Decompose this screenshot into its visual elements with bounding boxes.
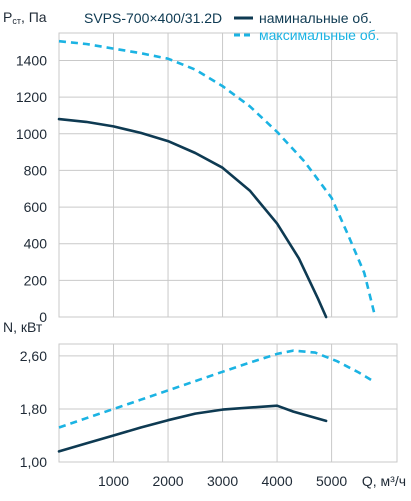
power-y-tick-label: 2,60 [20, 348, 47, 364]
pressure-plot-frame [58, 32, 398, 318]
legend-label-maximum: максимальные об. [259, 27, 380, 43]
power-y-tick-label: 1,00 [20, 454, 47, 470]
pressure-plot: 0 200 400 600 800 1000 1200 1400 Pст, Па SVPS-7… [3, 9, 398, 325]
power-plot: N, кВт 1,00 1,80 2,60 1000 2000 3000 4000 5000… [3, 319, 406, 489]
pressure-y-tick-label: 400 [24, 236, 48, 252]
power-x-tick-label: 2000 [152, 473, 183, 489]
pressure-y-tick-label: 600 [24, 199, 48, 215]
power-x-tick-label: 3000 [207, 473, 238, 489]
pressure-y-tick-labels: 0 200 400 600 800 1000 1200 1400 [16, 52, 47, 325]
pressure-y-label-unit: , Па [21, 9, 47, 25]
pressure-y-label-subscript: ст [12, 16, 21, 26]
pressure-series [57, 39, 377, 319]
power-grid-vertical [113, 344, 333, 462]
power-x-tick-labels: 1000 2000 3000 4000 5000 [98, 473, 347, 489]
legend: наминальные об. максимальные об. [234, 10, 380, 43]
pressure-y-tick-label: 1400 [16, 52, 47, 68]
pressure-y-axis-label: Pст, Па [3, 9, 47, 26]
power-x-tick-label: 4000 [261, 473, 292, 489]
pressure-y-label-symbol: P [3, 9, 12, 25]
pressure-series-nominal [57, 117, 328, 319]
power-y-axis-label: N, кВт [3, 319, 43, 335]
power-series-nominal [57, 404, 328, 453]
pressure-y-tick-label: 1000 [16, 126, 47, 142]
pressure-y-tick-label: 200 [24, 272, 48, 288]
power-x-tick-label: 5000 [316, 473, 347, 489]
pressure-y-tick-label: 1200 [16, 89, 47, 105]
power-y-tick-label: 1,80 [20, 401, 47, 417]
pressure-y-tick-label: 800 [24, 162, 48, 178]
power-series-maximum [58, 349, 376, 429]
chart-title: SVPS-700×400/31.2D [84, 10, 222, 26]
power-y-tick-labels: 1,00 1,80 2,60 [20, 348, 47, 470]
power-series [57, 349, 376, 453]
pressure-y-tick-label: 0 [39, 309, 47, 325]
power-plot-frame [58, 343, 398, 463]
pressure-series-maximum [58, 39, 377, 318]
pressure-grid-vertical [113, 33, 333, 317]
legend-label-nominal: наминальные об. [259, 10, 372, 26]
power-x-axis-label: Q, м³/ч [362, 473, 406, 489]
power-x-tick-label: 1000 [98, 473, 129, 489]
pressure-grid-horizontal [59, 59, 397, 318]
